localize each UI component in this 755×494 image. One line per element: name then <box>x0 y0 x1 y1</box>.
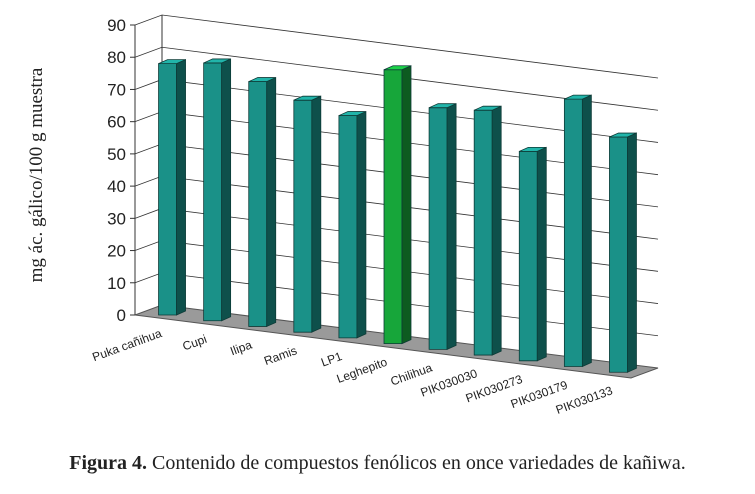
figure-caption-label: Figura 4. <box>69 452 148 474</box>
bar-side <box>311 95 322 333</box>
bar-side <box>176 59 186 316</box>
bar-top <box>203 58 231 64</box>
bar-top <box>474 105 502 111</box>
bar <box>293 95 322 333</box>
bar-front <box>248 81 268 327</box>
bar-front <box>428 107 448 350</box>
bar-side <box>491 105 502 356</box>
bar <box>518 146 547 362</box>
bar-side <box>356 110 367 339</box>
bar-side <box>581 94 592 368</box>
bar-side <box>536 146 547 362</box>
bar <box>428 103 457 350</box>
bar-side <box>401 65 412 345</box>
y-tick-label: 40 <box>107 177 126 196</box>
x-tick-label: Ramis <box>262 343 299 368</box>
y-axis: 0 10 20 30 40 50 60 70 80 90 <box>107 15 163 325</box>
bar <box>609 132 637 373</box>
bar-top <box>564 94 592 100</box>
bar-top <box>338 111 367 116</box>
bar-top <box>609 132 637 138</box>
x-tick-label: Ilipa <box>228 338 254 359</box>
bar-front <box>473 109 493 356</box>
bar-top <box>519 146 547 152</box>
bar-front <box>518 150 538 362</box>
bar-front <box>563 98 583 367</box>
bar-front <box>203 62 223 322</box>
bar <box>338 110 367 339</box>
figure-caption-text: Contenido de compuestos fenólicos en onc… <box>147 452 686 474</box>
y-tick-label: 50 <box>107 145 126 164</box>
figure-caption: Figura 4. Contenido de compuestos fenóli… <box>0 452 755 475</box>
bar-top <box>383 65 412 71</box>
bars <box>158 58 637 373</box>
bar-front <box>338 115 358 339</box>
x-tick-label: LP1 <box>319 349 344 370</box>
bar-front <box>158 63 177 316</box>
bar <box>473 105 502 356</box>
y-tick-label: 20 <box>107 242 126 261</box>
y-axis-label: mg ác. gálico/100 g muestra <box>26 67 47 283</box>
y-tick-label: 10 <box>107 274 126 293</box>
bar-side <box>266 76 277 328</box>
bar-top <box>428 103 457 109</box>
bar-side <box>446 103 457 350</box>
y-tick-label: 0 <box>117 306 126 325</box>
bar <box>248 76 277 328</box>
y-tick-label: 60 <box>107 113 126 132</box>
y-tick-label: 80 <box>107 48 126 67</box>
bar-side <box>221 58 232 322</box>
bar-front <box>293 99 313 333</box>
y-tick-label: 70 <box>107 80 126 99</box>
bar <box>383 65 412 345</box>
bar-top <box>248 77 276 82</box>
bar-top <box>293 95 321 101</box>
bar-side <box>627 132 637 373</box>
bar-front <box>609 136 628 373</box>
y-tick-label: 90 <box>107 16 126 35</box>
bar-chart: 0 10 20 30 40 50 60 70 80 90 Puka cañihua Cupi Ilip… <box>90 14 659 417</box>
bar <box>203 58 232 322</box>
bar-top <box>158 59 186 65</box>
y-tick-label: 30 <box>107 209 126 228</box>
bar-front <box>383 69 403 345</box>
bar <box>563 94 592 368</box>
x-tick-label: Puka cañihua <box>90 326 163 364</box>
bar <box>158 59 186 316</box>
x-tick-label: Cupi <box>181 332 209 354</box>
